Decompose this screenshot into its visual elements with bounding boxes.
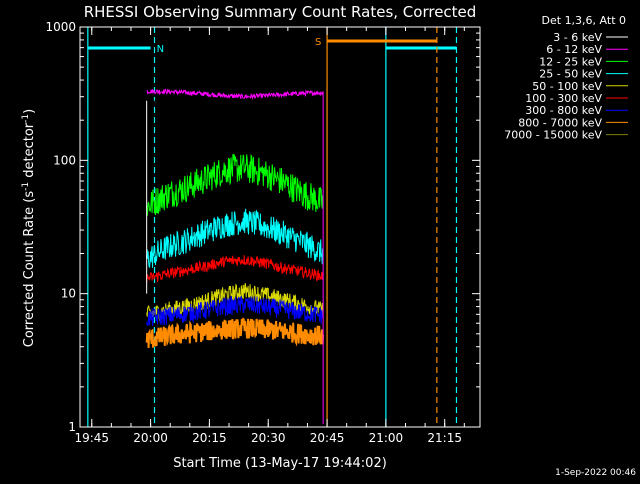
x-tick-label: 20:30: [251, 431, 286, 445]
x-tick-label: 19:45: [74, 431, 109, 445]
legend-entry-label: 25 - 50 keV: [539, 68, 602, 81]
y-tick-label: 100: [53, 153, 76, 167]
chart-title: RHESSI Observing Summary Count Rates, Co…: [84, 3, 477, 21]
series-line: [146, 96, 324, 110]
y-tick-label: 1000: [45, 20, 76, 34]
legend-entry-label: 6 - 12 keV: [546, 43, 602, 56]
y-axis-label-end: ): [22, 109, 37, 114]
x-tick-label: 20:15: [192, 431, 227, 445]
legend-entry-label: 800 - 7000 keV: [518, 116, 602, 129]
y-tick-label: 1: [68, 420, 76, 434]
y-axis-label: Corrected Count Rate (s-1 detector-1): [21, 109, 37, 347]
legend-entry-label: 3 - 6 keV: [553, 31, 602, 44]
series-line: [146, 154, 324, 216]
plot-frame: [79, 26, 481, 428]
series-line: [146, 295, 324, 326]
y-axis-label-sup2: -1: [21, 114, 31, 123]
x-tick-label: 20:45: [310, 431, 345, 445]
legend-entry-label: 12 - 25 keV: [539, 55, 602, 68]
x-tick-label: 21:00: [369, 431, 404, 445]
legend-title: Det 1,3,6, Att 0: [542, 14, 626, 27]
y-axis-label-sup1: -1: [21, 182, 31, 191]
date-stamp: 1-Sep-2022 00:46: [555, 468, 636, 478]
x-axis-label: Start Time (13-May-17 19:44:02): [173, 456, 387, 471]
y-axis-label-main: Corrected Count Rate (s: [22, 191, 37, 348]
plot-area: NS: [87, 27, 458, 427]
x-tick-label: 20:00: [133, 431, 168, 445]
y-tick-label: 10: [61, 287, 76, 301]
legend-entry-label: 7000 - 15000 keV: [504, 129, 602, 142]
x-tick-label: 21:15: [427, 431, 462, 445]
axes: 19:45 20:00 20:15 20:30 20:45 21:00 21:15 1 10 10…: [45, 20, 480, 445]
series-line: [145, 317, 325, 348]
flag-label: N: [157, 44, 164, 55]
series-line: [146, 208, 324, 268]
legend-entry-label: 300 - 800 keV: [525, 104, 602, 117]
series-line: [146, 88, 324, 100]
legend-entry-label: 100 - 300 keV: [525, 92, 602, 105]
series-line: [146, 255, 324, 284]
flag-label: S: [315, 37, 321, 48]
legend-entry-label: 50 - 100 keV: [532, 80, 602, 93]
y-axis-label-mid: detector: [22, 122, 37, 182]
